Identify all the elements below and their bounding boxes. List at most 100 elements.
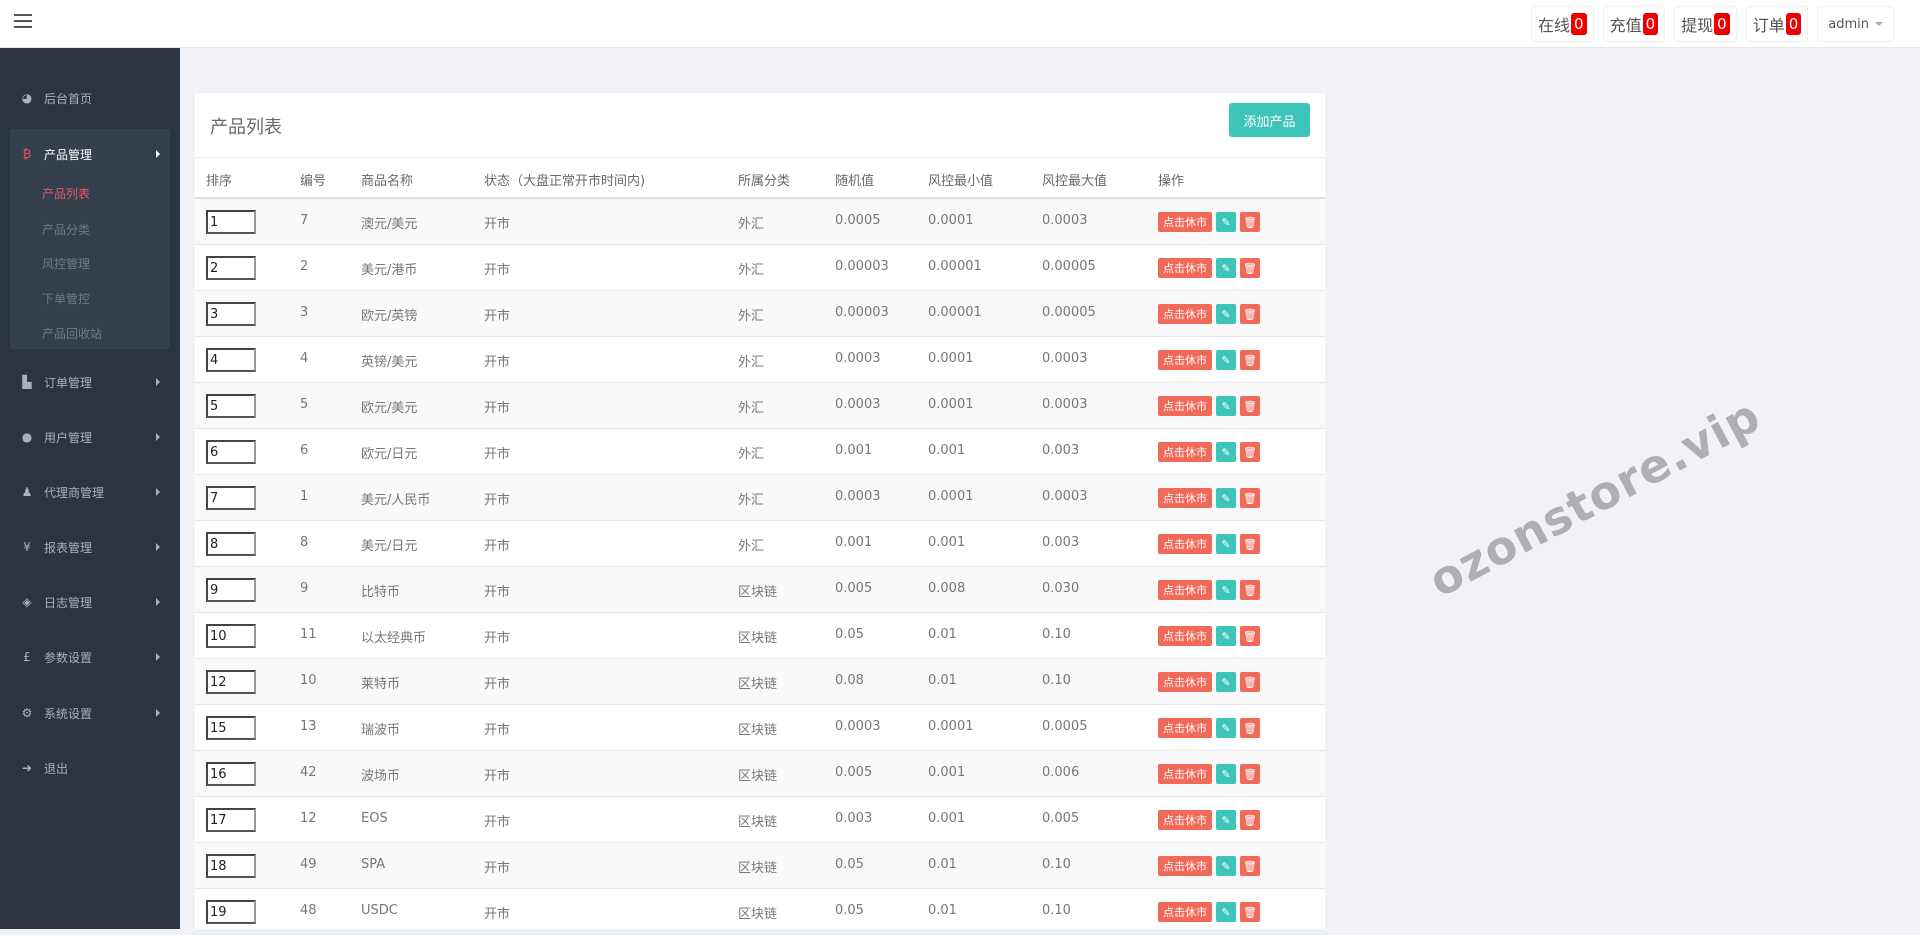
cell-max: 0.00005 xyxy=(1042,259,1096,274)
edit-button[interactable]: ✎ xyxy=(1216,304,1236,324)
edit-button[interactable]: ✎ xyxy=(1216,718,1236,738)
sort-input[interactable] xyxy=(206,900,256,924)
delete-button[interactable]: 🗑 xyxy=(1240,534,1260,554)
close-market-button[interactable]: 点击休市 xyxy=(1158,810,1212,830)
trash-icon: 🗑 xyxy=(1243,307,1257,321)
edit-button[interactable]: ✎ xyxy=(1216,672,1236,692)
delete-button[interactable]: 🗑 xyxy=(1240,442,1260,462)
cell-name: 欧元/英镑 xyxy=(361,309,418,324)
sidebar-item[interactable]: ⚙ 系统设置 xyxy=(0,698,180,728)
sidebar-item[interactable]: ◈ 日志管理 xyxy=(0,587,180,617)
edit-button[interactable]: ✎ xyxy=(1216,856,1236,876)
sidebar-item[interactable]: ₿ 产品管理 xyxy=(0,139,180,169)
close-market-button[interactable]: 点击休市 xyxy=(1158,396,1212,416)
sort-input[interactable] xyxy=(206,394,256,418)
delete-button[interactable]: 🗑 xyxy=(1240,810,1260,830)
sort-input[interactable] xyxy=(206,302,256,326)
user-menu[interactable]: admin xyxy=(1817,6,1894,42)
close-market-button[interactable]: 点击休市 xyxy=(1158,442,1212,462)
close-market-button[interactable]: 点击休市 xyxy=(1158,580,1212,600)
submenu-item[interactable]: 下单管控 xyxy=(42,292,91,306)
sidebar-item[interactable]: ▙ 订单管理 xyxy=(0,367,180,397)
close-market-button[interactable]: 点击休市 xyxy=(1158,718,1212,738)
edit-button[interactable]: ✎ xyxy=(1216,350,1236,370)
close-market-button[interactable]: 点击休市 xyxy=(1158,350,1212,370)
edit-button[interactable]: ✎ xyxy=(1216,902,1236,922)
submenu-item[interactable]: 产品列表 xyxy=(42,187,91,201)
delete-button[interactable]: 🗑 xyxy=(1240,350,1260,370)
delete-button[interactable]: 🗑 xyxy=(1240,258,1260,278)
submenu-item[interactable]: 风控管理 xyxy=(42,257,91,271)
edit-button[interactable]: ✎ xyxy=(1216,580,1236,600)
menu-toggle-icon[interactable] xyxy=(14,14,32,30)
sidebar-item[interactable]: ● 用户管理 xyxy=(0,422,180,452)
stat-2[interactable]: 提现 0 xyxy=(1674,6,1737,42)
close-market-button[interactable]: 点击休市 xyxy=(1158,534,1212,554)
delete-button[interactable]: 🗑 xyxy=(1240,718,1260,738)
stat-1[interactable]: 充值 0 xyxy=(1602,6,1666,42)
edit-button[interactable]: ✎ xyxy=(1216,212,1236,232)
close-market-button[interactable]: 点击休市 xyxy=(1158,304,1212,324)
stat-3[interactable]: 订单 0 xyxy=(1745,6,1809,42)
close-market-button[interactable]: 点击休市 xyxy=(1158,258,1212,278)
close-market-button[interactable]: 点击休市 xyxy=(1158,856,1212,876)
delete-button[interactable]: 🗑 xyxy=(1240,488,1260,508)
delete-button[interactable]: 🗑 xyxy=(1240,626,1260,646)
submenu-item[interactable]: 产品分类 xyxy=(42,223,91,237)
sort-input[interactable] xyxy=(206,762,256,786)
close-market-button[interactable]: 点击休市 xyxy=(1158,626,1212,646)
add-product-button[interactable]: 添加产品 xyxy=(1229,103,1310,137)
cell-id: 12 xyxy=(300,811,317,826)
edit-button[interactable]: ✎ xyxy=(1216,810,1236,830)
cell-max: 0.0005 xyxy=(1042,719,1088,734)
edit-button[interactable]: ✎ xyxy=(1216,442,1236,462)
delete-button[interactable]: 🗑 xyxy=(1240,856,1260,876)
sort-input[interactable] xyxy=(206,532,256,556)
sort-input[interactable] xyxy=(206,624,256,648)
edit-button[interactable]: ✎ xyxy=(1216,626,1236,646)
delete-button[interactable]: 🗑 xyxy=(1240,304,1260,324)
sort-input[interactable] xyxy=(206,716,256,740)
close-market-button[interactable]: 点击休市 xyxy=(1158,488,1212,508)
sidebar-item[interactable]: ♟ 代理商管理 xyxy=(0,477,180,507)
edit-button[interactable]: ✎ xyxy=(1216,488,1236,508)
edit-button[interactable]: ✎ xyxy=(1216,534,1236,554)
sort-input[interactable] xyxy=(206,854,256,878)
close-market-button[interactable]: 点击休市 xyxy=(1158,764,1212,784)
sort-input[interactable] xyxy=(206,578,256,602)
delete-button[interactable]: 🗑 xyxy=(1240,764,1260,784)
close-market-button[interactable]: 点击休市 xyxy=(1158,902,1212,922)
edit-button[interactable]: ✎ xyxy=(1216,396,1236,416)
sort-input[interactable] xyxy=(206,440,256,464)
sidebar-item-label: 用户管理 xyxy=(44,430,93,445)
pencil-icon: ✎ xyxy=(1221,629,1231,643)
chevron-right-icon xyxy=(156,378,160,386)
user-icon: ● xyxy=(21,430,33,444)
cell-name: 以太经典币 xyxy=(361,631,427,646)
sort-input[interactable] xyxy=(206,808,256,832)
stat-0[interactable]: 在线 0 xyxy=(1531,6,1594,42)
sidebar-item[interactable]: ¥ 报表管理 xyxy=(0,532,180,562)
sort-input[interactable] xyxy=(206,210,256,234)
sort-input[interactable] xyxy=(206,256,256,280)
table-header: 排序 编号 商品名称 状态（大盘正常开市时间内) 所属分类 随机值 风控最小值 风控最大值 操作 xyxy=(195,157,1325,199)
sidebar-item[interactable]: £ 参数设置 xyxy=(0,642,180,672)
sort-input[interactable] xyxy=(206,670,256,694)
close-market-button[interactable]: 点击休市 xyxy=(1158,672,1212,692)
sort-input[interactable] xyxy=(206,486,256,510)
delete-button[interactable]: 🗑 xyxy=(1240,396,1260,416)
delete-button[interactable]: 🗑 xyxy=(1240,902,1260,922)
delete-button[interactable]: 🗑 xyxy=(1240,580,1260,600)
delete-button[interactable]: 🗑 xyxy=(1240,672,1260,692)
close-market-button[interactable]: 点击休市 xyxy=(1158,212,1212,232)
sidebar-item[interactable]: ◕ 后台首页 xyxy=(0,83,180,113)
cell-category: 外汇 xyxy=(738,217,765,232)
table-row: 8 美元/日元 开市 外汇 0.001 0.001 0.003 点击休市 ✎ 🗑 xyxy=(195,521,1325,567)
delete-button[interactable]: 🗑 xyxy=(1240,212,1260,232)
submenu-item[interactable]: 产品回收站 xyxy=(42,327,103,341)
sort-input[interactable] xyxy=(206,348,256,372)
edit-button[interactable]: ✎ xyxy=(1216,258,1236,278)
sidebar-item[interactable]: ➜ 退出 xyxy=(0,753,180,783)
edit-button[interactable]: ✎ xyxy=(1216,764,1236,784)
cell-id: 10 xyxy=(300,673,317,688)
